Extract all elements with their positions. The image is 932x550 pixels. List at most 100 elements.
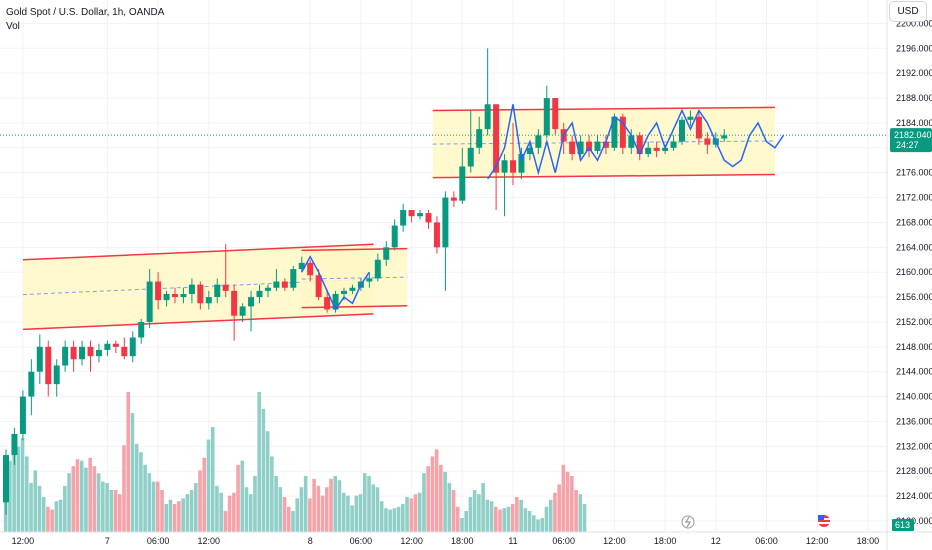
channel-line-bottom[interactable] bbox=[432, 173, 775, 179]
candle-body[interactable] bbox=[28, 371, 35, 397]
symbol-title[interactable]: Gold Spot / U.S. Dollar, 1h, OANDA bbox=[6, 7, 165, 18]
candle-body[interactable] bbox=[155, 281, 162, 301]
candle-body[interactable] bbox=[298, 262, 305, 270]
volume-bar bbox=[151, 481, 156, 532]
candle-body[interactable] bbox=[129, 337, 136, 357]
candle-body[interactable] bbox=[79, 346, 86, 360]
candle-body[interactable] bbox=[704, 138, 711, 145]
candle-body[interactable] bbox=[62, 346, 69, 366]
projection-path-1[interactable] bbox=[301, 255, 370, 312]
channel-line-bottom[interactable] bbox=[301, 305, 408, 309]
candle-body[interactable] bbox=[180, 293, 187, 298]
candle-body[interactable] bbox=[112, 343, 119, 347]
volume-indicator-label[interactable]: Vol bbox=[6, 21, 20, 32]
candle-body[interactable] bbox=[400, 210, 407, 226]
candle-body[interactable] bbox=[383, 247, 390, 260]
candle-body[interactable] bbox=[205, 297, 212, 304]
candle-body[interactable] bbox=[493, 104, 500, 173]
candle-body[interactable] bbox=[374, 259, 381, 279]
candle-body[interactable] bbox=[281, 281, 288, 288]
candle-body[interactable] bbox=[569, 141, 576, 155]
candle-body[interactable] bbox=[36, 346, 43, 372]
channel-line-top[interactable] bbox=[22, 243, 374, 261]
candle-body[interactable] bbox=[307, 262, 314, 276]
candle-body[interactable] bbox=[341, 290, 347, 294]
candle-body[interactable] bbox=[290, 269, 297, 288]
candle-body[interactable] bbox=[45, 346, 52, 385]
candle-body[interactable] bbox=[602, 141, 609, 148]
candle-body[interactable] bbox=[256, 290, 263, 298]
candle-body[interactable] bbox=[332, 293, 339, 310]
candle-body[interactable] bbox=[264, 287, 271, 291]
candle-body[interactable] bbox=[442, 197, 449, 248]
candle-body[interactable] bbox=[619, 116, 626, 148]
candle-body[interactable] bbox=[543, 98, 550, 136]
x-tick-label: 06:00 bbox=[350, 536, 373, 546]
volume-bar bbox=[519, 499, 523, 532]
candle-body[interactable] bbox=[628, 135, 635, 148]
candle-body[interactable] bbox=[104, 343, 111, 350]
candle-body[interactable] bbox=[11, 433, 18, 456]
volume-bar bbox=[177, 501, 181, 532]
candle-body[interactable] bbox=[163, 293, 170, 301]
volume-bar bbox=[417, 492, 422, 532]
candle-body[interactable] bbox=[526, 147, 533, 155]
candle-body[interactable] bbox=[636, 135, 643, 155]
candle-body[interactable] bbox=[239, 306, 246, 316]
candle-body[interactable] bbox=[518, 154, 525, 173]
candle-body[interactable] bbox=[687, 116, 694, 120]
candle-body[interactable] bbox=[324, 297, 331, 310]
projection-path-2[interactable] bbox=[487, 104, 785, 180]
candle-body[interactable] bbox=[138, 321, 145, 338]
currency-button[interactable]: USD bbox=[889, 1, 927, 22]
candle-body[interactable] bbox=[3, 455, 9, 503]
candle-body[interactable] bbox=[459, 166, 466, 201]
candle-body[interactable] bbox=[349, 287, 356, 291]
candle-body[interactable] bbox=[535, 135, 542, 148]
candle-body[interactable] bbox=[188, 284, 195, 294]
candle-body[interactable] bbox=[222, 284, 229, 291]
candle-body[interactable] bbox=[425, 213, 432, 223]
candle-body[interactable] bbox=[611, 116, 618, 148]
candle-body[interactable] bbox=[146, 281, 153, 322]
volume-bar bbox=[20, 438, 25, 532]
candle-body[interactable] bbox=[476, 129, 483, 148]
candle-body[interactable] bbox=[501, 160, 508, 173]
candle-body[interactable] bbox=[121, 346, 128, 357]
candle-body[interactable] bbox=[594, 141, 601, 151]
candle-body[interactable] bbox=[248, 297, 255, 307]
candle-body[interactable] bbox=[577, 141, 584, 155]
candle-body[interactable] bbox=[391, 225, 398, 248]
candle-body[interactable] bbox=[433, 222, 440, 248]
candle-body[interactable] bbox=[552, 98, 559, 130]
candle-body[interactable] bbox=[417, 213, 424, 217]
candle-body[interactable] bbox=[273, 281, 280, 288]
candle-body[interactable] bbox=[53, 365, 60, 385]
channel-line-bottom[interactable] bbox=[22, 313, 374, 331]
candle-body[interactable] bbox=[315, 275, 322, 298]
candle-body[interactable] bbox=[484, 104, 491, 130]
candle-body[interactable] bbox=[70, 346, 77, 360]
channel-line-top[interactable] bbox=[301, 247, 408, 252]
candle-body[interactable] bbox=[95, 349, 102, 357]
candle-body[interactable] bbox=[695, 116, 702, 139]
candle-body[interactable] bbox=[366, 278, 373, 282]
candle-body[interactable] bbox=[679, 119, 685, 142]
candle-body[interactable] bbox=[586, 141, 593, 151]
candle-body[interactable] bbox=[450, 197, 457, 201]
volume-bar bbox=[324, 487, 329, 532]
candle-body[interactable] bbox=[670, 141, 677, 148]
candle-body[interactable] bbox=[19, 396, 26, 434]
candle-body[interactable] bbox=[197, 284, 204, 304]
candle-body[interactable] bbox=[721, 135, 728, 139]
candle-body[interactable] bbox=[214, 284, 221, 298]
candle-body[interactable] bbox=[172, 293, 178, 298]
candle-body[interactable] bbox=[467, 147, 474, 167]
candle-body[interactable] bbox=[87, 346, 94, 357]
candle-body[interactable] bbox=[510, 160, 516, 173]
candle-body[interactable] bbox=[653, 147, 660, 151]
candle-body[interactable] bbox=[645, 147, 652, 155]
candle-body[interactable] bbox=[231, 290, 238, 316]
candle-body[interactable] bbox=[408, 210, 415, 217]
